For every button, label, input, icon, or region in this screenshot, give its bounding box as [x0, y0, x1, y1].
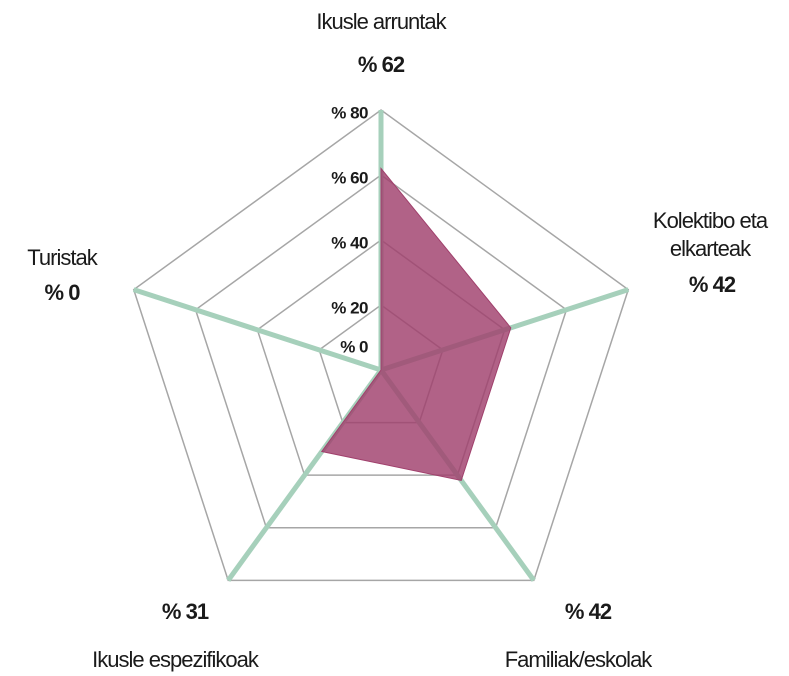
category-label: Kolektibo eta elkarteak — [652, 208, 768, 261]
y-tick-label: % 0 — [340, 337, 368, 356]
value-label: % 42 — [688, 272, 736, 297]
category-label: Ikusle arruntak — [316, 9, 446, 34]
category-label: Ikusle espezifikoak — [92, 647, 259, 672]
value-label: % 62 — [357, 52, 405, 77]
data-area — [320, 167, 512, 482]
value-label: % 31 — [161, 599, 209, 624]
value-label: % 0 — [44, 280, 81, 305]
category-label: Familiak/eskolak — [504, 647, 653, 672]
axis-spoke — [132, 287, 382, 373]
grid-line — [132, 109, 630, 582]
y-tick-label: % 40 — [331, 233, 368, 252]
y-tick-label: % 20 — [331, 298, 368, 317]
y-tick-label: % 80 — [331, 103, 368, 122]
category-label: Turistak — [27, 245, 97, 270]
value-label: % 42 — [564, 599, 612, 624]
grid-line — [194, 174, 568, 529]
y-tick-label: % 60 — [331, 168, 368, 187]
